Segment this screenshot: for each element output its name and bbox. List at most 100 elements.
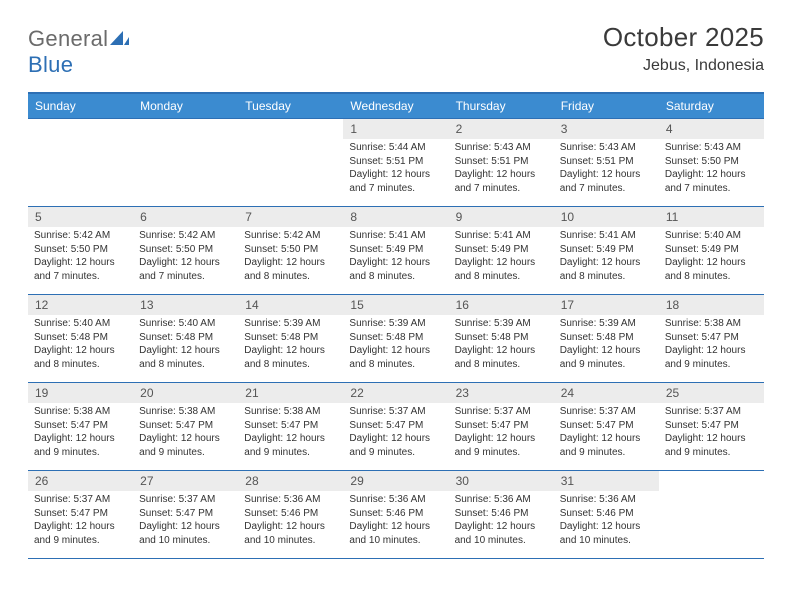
daylight-line: Daylight: 12 hours and 8 minutes. [455,344,548,371]
sunset-line: Sunset: 5:50 PM [139,243,232,257]
day-number: 16 [449,295,554,315]
day-number: 2 [449,119,554,139]
calendar-day-cell: 21Sunrise: 5:38 AMSunset: 5:47 PMDayligh… [238,383,343,471]
day-info: Sunrise: 5:43 AMSunset: 5:51 PMDaylight:… [554,141,659,195]
calendar-day-cell: 20Sunrise: 5:38 AMSunset: 5:47 PMDayligh… [133,383,238,471]
daylight-line: Daylight: 12 hours and 7 minutes. [665,168,758,195]
sunrise-line: Sunrise: 5:38 AM [665,317,758,331]
daylight-line: Daylight: 12 hours and 7 minutes. [455,168,548,195]
sunset-line: Sunset: 5:46 PM [455,507,548,521]
location: Jebus, Indonesia [603,57,764,75]
daylight-line: Daylight: 12 hours and 8 minutes. [455,256,548,283]
sunset-line: Sunset: 5:47 PM [665,419,758,433]
day-info: Sunrise: 5:36 AMSunset: 5:46 PMDaylight:… [343,493,448,547]
daylight-line: Daylight: 12 hours and 10 minutes. [139,520,232,547]
sunrise-line: Sunrise: 5:42 AM [139,229,232,243]
sunset-line: Sunset: 5:47 PM [244,419,337,433]
daylight-line: Daylight: 12 hours and 9 minutes. [34,432,127,459]
day-info: Sunrise: 5:38 AMSunset: 5:47 PMDaylight:… [238,405,343,459]
sunset-line: Sunset: 5:49 PM [349,243,442,257]
calendar-day-cell [659,471,764,559]
daylight-line: Daylight: 12 hours and 8 minutes. [139,344,232,371]
day-number: 21 [238,383,343,403]
sunset-line: Sunset: 5:47 PM [34,507,127,521]
day-info: Sunrise: 5:37 AMSunset: 5:47 PMDaylight:… [659,405,764,459]
sunrise-line: Sunrise: 5:40 AM [139,317,232,331]
day-number [659,471,764,491]
sunset-line: Sunset: 5:51 PM [455,155,548,169]
sunrise-line: Sunrise: 5:39 AM [455,317,548,331]
sunrise-line: Sunrise: 5:36 AM [455,493,548,507]
sunset-line: Sunset: 5:50 PM [665,155,758,169]
daylight-line: Daylight: 12 hours and 9 minutes. [34,520,127,547]
calendar-week-row: 5Sunrise: 5:42 AMSunset: 5:50 PMDaylight… [28,207,764,295]
daylight-line: Daylight: 12 hours and 8 minutes. [349,256,442,283]
day-number: 12 [28,295,133,315]
day-number: 10 [554,207,659,227]
day-number: 4 [659,119,764,139]
sunset-line: Sunset: 5:47 PM [34,419,127,433]
day-number [133,119,238,139]
day-info: Sunrise: 5:39 AMSunset: 5:48 PMDaylight:… [343,317,448,371]
calendar-week-row: 19Sunrise: 5:38 AMSunset: 5:47 PMDayligh… [28,383,764,471]
daylight-line: Daylight: 12 hours and 8 minutes. [244,344,337,371]
sunset-line: Sunset: 5:50 PM [244,243,337,257]
day-header: Monday [133,93,238,119]
day-info: Sunrise: 5:37 AMSunset: 5:47 PMDaylight:… [554,405,659,459]
calendar-day-cell: 11Sunrise: 5:40 AMSunset: 5:49 PMDayligh… [659,207,764,295]
day-number: 5 [28,207,133,227]
day-number: 25 [659,383,764,403]
sunrise-line: Sunrise: 5:36 AM [349,493,442,507]
calendar-day-cell: 26Sunrise: 5:37 AMSunset: 5:47 PMDayligh… [28,471,133,559]
sunset-line: Sunset: 5:49 PM [665,243,758,257]
day-info: Sunrise: 5:43 AMSunset: 5:51 PMDaylight:… [449,141,554,195]
daylight-line: Daylight: 12 hours and 7 minutes. [139,256,232,283]
sunrise-line: Sunrise: 5:41 AM [455,229,548,243]
calendar-day-cell: 1Sunrise: 5:44 AMSunset: 5:51 PMDaylight… [343,119,448,207]
sunset-line: Sunset: 5:51 PM [560,155,653,169]
sunrise-line: Sunrise: 5:41 AM [560,229,653,243]
calendar-day-cell: 30Sunrise: 5:36 AMSunset: 5:46 PMDayligh… [449,471,554,559]
logo-sail-icon [110,26,130,52]
sunset-line: Sunset: 5:47 PM [139,507,232,521]
day-number: 18 [659,295,764,315]
day-number: 24 [554,383,659,403]
calendar-day-cell: 23Sunrise: 5:37 AMSunset: 5:47 PMDayligh… [449,383,554,471]
sunrise-line: Sunrise: 5:38 AM [139,405,232,419]
daylight-line: Daylight: 12 hours and 8 minutes. [34,344,127,371]
sunset-line: Sunset: 5:46 PM [244,507,337,521]
sunset-line: Sunset: 5:48 PM [34,331,127,345]
calendar-day-cell: 2Sunrise: 5:43 AMSunset: 5:51 PMDaylight… [449,119,554,207]
daylight-line: Daylight: 12 hours and 7 minutes. [349,168,442,195]
sunrise-line: Sunrise: 5:37 AM [139,493,232,507]
day-info: Sunrise: 5:39 AMSunset: 5:48 PMDaylight:… [554,317,659,371]
daylight-line: Daylight: 12 hours and 7 minutes. [560,168,653,195]
daylight-line: Daylight: 12 hours and 7 minutes. [34,256,127,283]
daylight-line: Daylight: 12 hours and 8 minutes. [665,256,758,283]
calendar-day-cell: 8Sunrise: 5:41 AMSunset: 5:49 PMDaylight… [343,207,448,295]
day-info: Sunrise: 5:37 AMSunset: 5:47 PMDaylight:… [28,493,133,547]
sunset-line: Sunset: 5:48 PM [139,331,232,345]
calendar-day-cell: 5Sunrise: 5:42 AMSunset: 5:50 PMDaylight… [28,207,133,295]
calendar-day-cell: 31Sunrise: 5:36 AMSunset: 5:46 PMDayligh… [554,471,659,559]
day-info: Sunrise: 5:41 AMSunset: 5:49 PMDaylight:… [554,229,659,283]
calendar-body: 1Sunrise: 5:44 AMSunset: 5:51 PMDaylight… [28,119,764,559]
calendar-header-row: SundayMondayTuesdayWednesdayThursdayFrid… [28,93,764,119]
sunrise-line: Sunrise: 5:40 AM [34,317,127,331]
calendar-day-cell [133,119,238,207]
daylight-line: Daylight: 12 hours and 9 minutes. [665,432,758,459]
day-info: Sunrise: 5:40 AMSunset: 5:48 PMDaylight:… [133,317,238,371]
daylight-line: Daylight: 12 hours and 8 minutes. [349,344,442,371]
day-number: 6 [133,207,238,227]
day-number: 17 [554,295,659,315]
sunset-line: Sunset: 5:47 PM [455,419,548,433]
calendar-day-cell: 6 Sunrise: 5:42 AMSunset: 5:50 PMDaylight… [133,207,238,295]
sunrise-line: Sunrise: 5:39 AM [349,317,442,331]
day-number: 7 [238,207,343,227]
day-number: 20 [133,383,238,403]
sunset-line: Sunset: 5:50 PM [34,243,127,257]
day-header: Wednesday [343,93,448,119]
sunrise-line: Sunrise: 5:42 AM [244,229,337,243]
sunset-line: Sunset: 5:46 PM [560,507,653,521]
sunrise-line: Sunrise: 5:37 AM [560,405,653,419]
